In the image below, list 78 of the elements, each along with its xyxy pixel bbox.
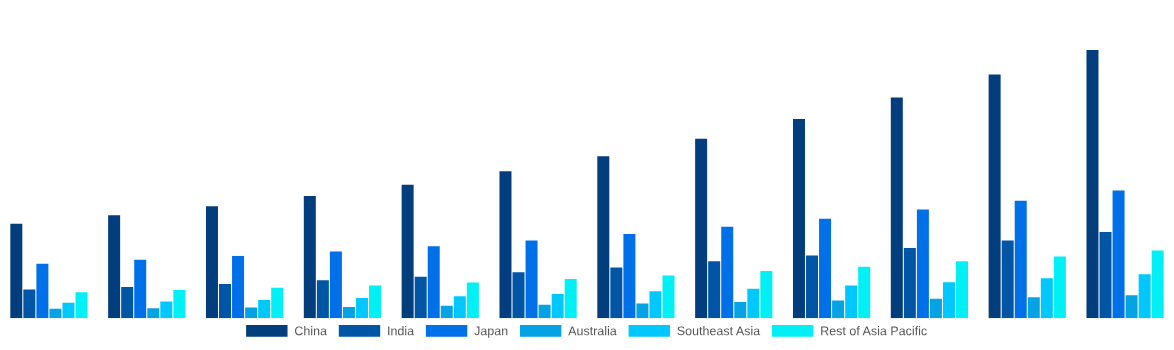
bar: [1086, 50, 1099, 319]
bar: [760, 270, 773, 319]
bar: [1125, 295, 1138, 319]
bar: [819, 218, 832, 319]
bar: [219, 284, 232, 319]
bar: [721, 226, 734, 319]
legend-label: Southeast Asia: [677, 326, 761, 336]
bar: [355, 298, 368, 319]
bar: [1099, 232, 1112, 319]
bar: [10, 223, 23, 319]
bar: [49, 308, 62, 319]
bar: [205, 206, 218, 319]
bar: [695, 138, 708, 319]
bar: [512, 272, 525, 319]
bar: [1151, 250, 1164, 319]
bar: [62, 302, 75, 319]
bar: [303, 195, 316, 319]
bar: [258, 299, 271, 319]
legend-label: Japan: [474, 326, 508, 338]
bar: [734, 302, 747, 319]
bar: [23, 289, 36, 319]
bar: [1138, 274, 1151, 319]
bar: [173, 290, 186, 319]
bar: [806, 255, 819, 319]
bar: [708, 261, 721, 319]
bar: [792, 118, 805, 319]
bar: [453, 296, 466, 319]
bar: [538, 304, 551, 319]
bar: [75, 292, 88, 319]
bar: [564, 279, 577, 319]
bar: [414, 276, 427, 319]
bar: [988, 74, 1001, 319]
bar: [271, 287, 284, 319]
bar: [1001, 240, 1014, 319]
bar: [890, 97, 903, 319]
bar: [316, 280, 329, 319]
bar: [832, 300, 845, 319]
bar: [36, 263, 49, 319]
bar: [134, 259, 147, 319]
bar: [1014, 200, 1027, 319]
bar: [858, 266, 871, 319]
legend-label: China: [294, 326, 327, 336]
bar: [610, 267, 623, 319]
legend-label: India: [388, 326, 415, 336]
bar: [551, 294, 564, 319]
bar: [662, 275, 675, 319]
bar: [903, 247, 916, 319]
bar: [623, 233, 636, 319]
bar: [245, 307, 258, 319]
bar: [747, 288, 760, 319]
bar: [1053, 256, 1066, 319]
bar: [147, 308, 160, 319]
bar: [232, 255, 245, 319]
bar: [499, 171, 512, 319]
bar: [1040, 278, 1053, 319]
bar: [1027, 297, 1040, 319]
bar: [108, 215, 121, 319]
bar: [845, 285, 858, 319]
bar: [121, 287, 134, 319]
bar: [466, 282, 479, 319]
bar: [160, 301, 173, 319]
bar: [649, 291, 662, 319]
legend-label: Rest of Asia Pacific: [821, 326, 927, 336]
bar: [369, 285, 382, 319]
bar: [427, 246, 440, 319]
bar: [929, 298, 942, 319]
bar: [440, 305, 453, 319]
bar: [597, 156, 610, 319]
bar: [1112, 190, 1125, 319]
bar: [942, 282, 955, 319]
bar: [636, 303, 649, 319]
legend-label: Australia: [568, 326, 617, 336]
bar: [956, 261, 969, 319]
bar: [401, 184, 414, 319]
bar: [525, 240, 538, 319]
bar: [342, 306, 355, 319]
bar: [916, 209, 929, 319]
bar: [329, 251, 342, 319]
